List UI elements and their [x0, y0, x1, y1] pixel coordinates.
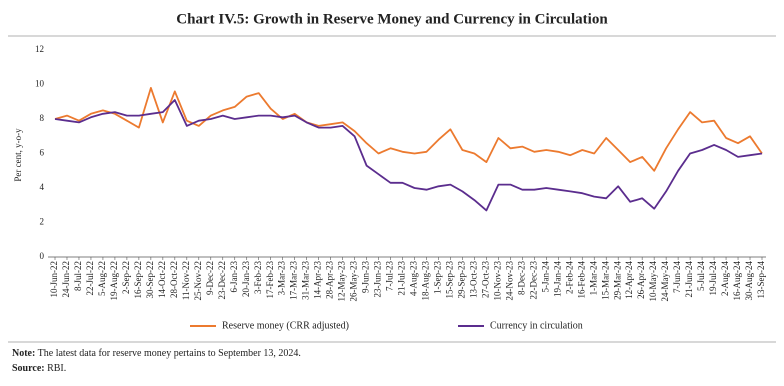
- legend-label: Currency in circulation: [490, 320, 583, 331]
- x-tick-label: 25-Nov-22: [193, 261, 203, 301]
- x-tick-label: 16-Feb-24: [576, 261, 586, 299]
- x-tick-label: 13-Oct-23: [468, 261, 478, 298]
- y-tick-label: 2: [40, 217, 45, 227]
- y-tick-label: 0: [40, 251, 45, 261]
- x-tick-label: 24-May-24: [660, 261, 670, 302]
- series-line: [54, 87, 763, 172]
- x-tick-label: 5-Aug-22: [97, 261, 107, 296]
- source-label: Source:: [12, 363, 45, 374]
- x-tick-label: 29-Sep-23: [456, 261, 466, 299]
- x-tick-label: 12-May-23: [337, 261, 347, 302]
- x-tick-label: 9-Jun-23: [361, 261, 371, 293]
- x-tick-label: 11-Nov-22: [181, 261, 191, 300]
- x-tick-label: 22-Jul-22: [85, 261, 95, 296]
- x-tick-label: 22-Dec-23: [528, 261, 538, 300]
- x-tick-label: 30-Aug-24: [744, 261, 754, 301]
- x-tick-label: 5-Jan-24: [540, 261, 550, 293]
- x-tick-label: 6-Jan-23: [229, 261, 239, 293]
- x-tick-label: 10-Jun-22: [49, 261, 59, 298]
- x-tick-label: 16-Sep-22: [133, 261, 143, 299]
- x-tick-label: 8-Jul-22: [73, 261, 83, 291]
- x-tick-label: 5-Jul-24: [696, 261, 706, 291]
- x-tick-label: 7-Jun-24: [672, 261, 682, 293]
- x-tick-label: 21-Jul-23: [397, 261, 407, 296]
- x-tick-label: 7-Jul-23: [385, 261, 395, 291]
- x-tick-label: 18-Aug-23: [421, 261, 431, 301]
- x-tick-label: 3-Mar-23: [277, 261, 287, 296]
- x-tick-label: 29-Mar-24: [612, 261, 622, 300]
- x-tick-label: 17-Mar-23: [289, 261, 299, 300]
- y-axis-label: Per cent, y-o-y: [13, 128, 23, 182]
- x-tick-label: 28-Oct-22: [169, 261, 179, 298]
- x-tick-label: 19-Aug-22: [109, 261, 119, 301]
- y-tick-label: 12: [35, 44, 44, 54]
- chart-title: Chart IV.5: Growth in Reserve Money and …: [176, 11, 608, 27]
- x-tick-label: 12-Apr-24: [624, 261, 634, 299]
- x-tick-label: 24-Nov-23: [504, 261, 514, 301]
- x-tick-label: 2-Sep-22: [121, 261, 131, 294]
- x-tick-label: 14-Oct-22: [157, 261, 167, 298]
- x-tick-label: 31-Mar-23: [301, 261, 311, 300]
- x-tick-label: 15-Sep-23: [445, 261, 455, 299]
- x-tick-label: 3-Feb-23: [253, 261, 263, 294]
- x-tick-label: 20-Jan-23: [241, 261, 251, 297]
- x-tick-label: 2-Aug-24: [720, 261, 730, 296]
- note-label: Note:: [12, 348, 35, 359]
- x-tick-label: 19-Jan-24: [552, 261, 562, 297]
- x-tick-label: 21-Jun-24: [684, 261, 694, 298]
- x-tick-label: 17-Feb-23: [265, 261, 275, 299]
- x-tick-label: 1-Sep-23: [433, 261, 443, 294]
- x-tick-label: 26-May-23: [349, 261, 359, 302]
- x-tick-label: 28-Apr-23: [325, 261, 335, 299]
- x-tick-label: 27-Oct-23: [480, 261, 490, 298]
- x-tick-label: 23-Jun-23: [373, 261, 383, 298]
- x-tick-label: 23-Dec-22: [217, 261, 227, 299]
- series-line: [54, 99, 763, 212]
- source: Source: RBI.: [12, 363, 66, 374]
- x-tick-label: 30-Sep-22: [145, 261, 155, 299]
- x-tick-label: 1-Mar-24: [588, 261, 598, 296]
- x-tick-label: 4-Aug-23: [409, 261, 419, 296]
- y-tick-label: 6: [40, 148, 45, 158]
- note: Note: The latest data for reserve money …: [12, 348, 301, 359]
- x-tick-label: 10-May-24: [648, 261, 658, 302]
- note-text: The latest data for reserve money pertai…: [38, 348, 301, 359]
- source-text: RBI.: [47, 363, 66, 374]
- x-tick-label: 15-Mar-24: [600, 261, 610, 300]
- y-tick-label: 4: [40, 182, 45, 192]
- x-tick-label: 9-Dec-22: [205, 261, 215, 295]
- y-tick-label: 10: [35, 79, 45, 89]
- x-tick-label: 10-Nov-23: [492, 261, 502, 301]
- legend-label: Reserve money (CRR adjusted): [222, 320, 349, 331]
- x-tick-label: 26-Apr-24: [636, 261, 646, 299]
- x-tick-label: 16-Aug-24: [732, 261, 742, 301]
- x-tick-label: 8-Dec-23: [516, 261, 526, 295]
- x-tick-label: 13-Sep-24: [756, 261, 766, 299]
- x-tick-label: 19-Jul-24: [708, 261, 718, 296]
- x-tick-label: 24-Jun-22: [61, 261, 71, 298]
- x-tick-label: 2-Feb-24: [564, 261, 574, 294]
- x-tick-label: 14-Apr-23: [313, 261, 323, 299]
- y-tick-label: 8: [40, 113, 45, 123]
